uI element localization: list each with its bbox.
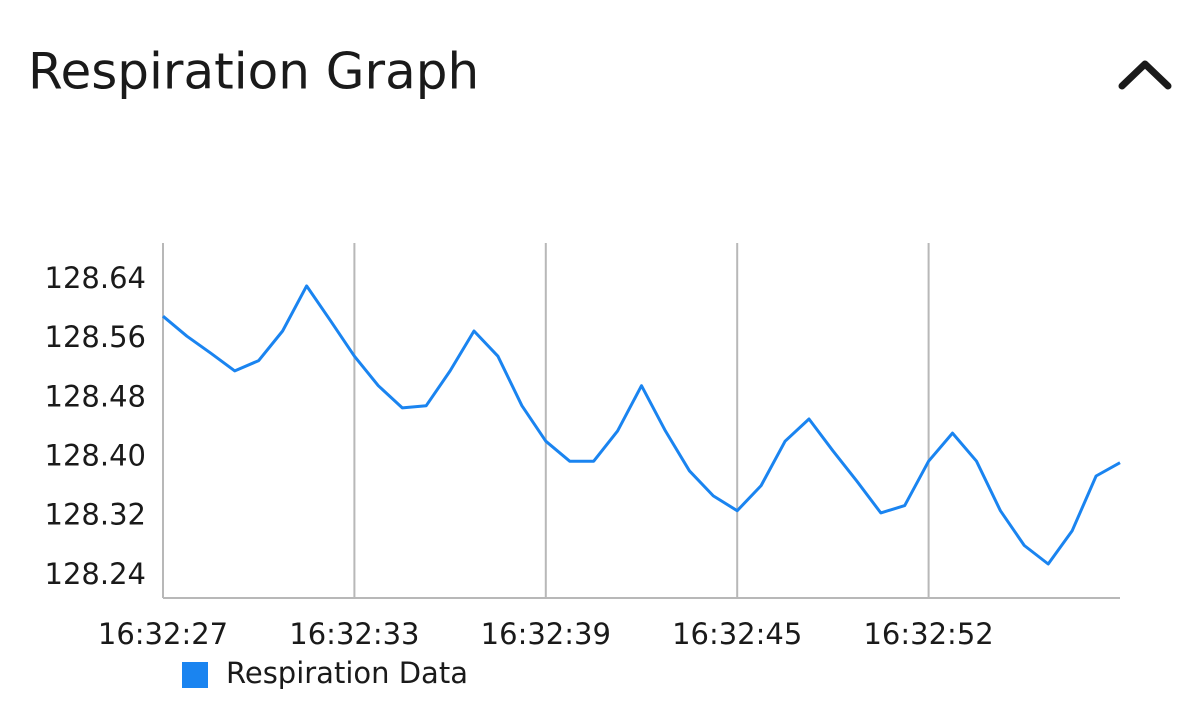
y-tick-label: 128.48 [45, 379, 146, 413]
x-tick-label: 16:32:33 [289, 617, 419, 651]
y-tick-label: 128.56 [45, 320, 146, 354]
x-tick-label: 16:32:52 [863, 617, 993, 651]
card-title: Respiration Graph [28, 43, 479, 101]
y-tick-label: 128.32 [45, 498, 146, 532]
legend-swatch [182, 662, 208, 688]
x-tick-label: 16:32:39 [481, 617, 611, 651]
legend-label: Respiration Data [226, 656, 468, 690]
y-tick-label: 128.64 [45, 261, 146, 295]
collapse-chevron[interactable] [1118, 60, 1172, 90]
y-tick-label: 128.24 [45, 557, 146, 591]
y-tick-label: 128.40 [45, 438, 146, 472]
x-tick-label: 16:32:27 [98, 617, 228, 651]
x-tick-label: 16:32:45 [672, 617, 802, 651]
data-line [162, 284, 1121, 566]
